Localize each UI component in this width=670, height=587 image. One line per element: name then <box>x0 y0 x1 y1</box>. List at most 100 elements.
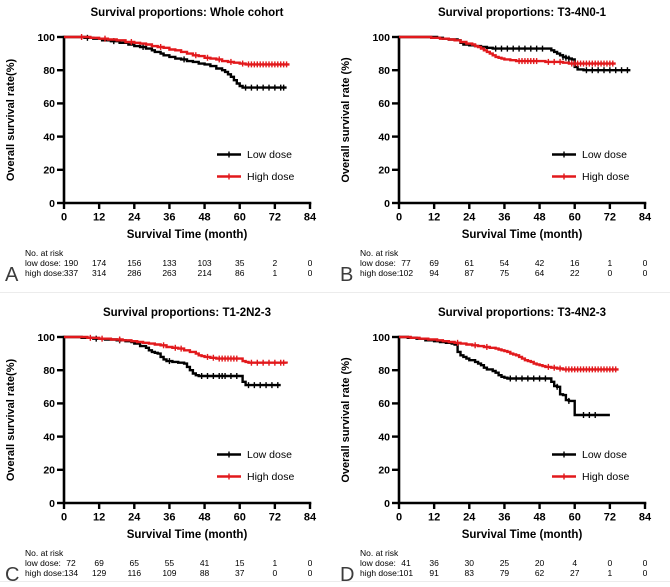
y-tick-label: 80 <box>378 365 390 377</box>
x-tick-label: 72 <box>269 512 281 524</box>
risk-value: 286 <box>127 268 141 278</box>
y-tick-label: 60 <box>378 398 390 410</box>
survival-curve-low-dose <box>399 335 610 417</box>
risk-value: 109 <box>162 568 176 578</box>
risk-value: 15 <box>235 558 245 568</box>
y-tick-label: 100 <box>37 332 55 344</box>
risk-row-label: high dose: <box>25 268 64 278</box>
legend-label: Low dose <box>247 149 292 161</box>
legend-label: Low dose <box>582 149 627 161</box>
x-tick-label: 72 <box>604 212 616 224</box>
risk-value: 101 <box>399 568 413 578</box>
risk-value: 41 <box>401 558 411 568</box>
risk-value: 0 <box>643 258 648 268</box>
x-tick-label: 24 <box>128 512 141 524</box>
risk-value: 55 <box>165 558 175 568</box>
x-tick-label: 60 <box>569 212 581 224</box>
risk-value: 22 <box>570 268 580 278</box>
x-tick-label: 12 <box>428 512 440 524</box>
panel-b: Survival proportions: T3-4N0-1 Overall su… <box>335 0 670 294</box>
x-tick-label: 60 <box>234 512 246 524</box>
survival-curve-high-dose <box>399 335 619 371</box>
y-tick-label: 20 <box>378 165 390 177</box>
risk-value: 75 <box>500 268 510 278</box>
risk-value: 64 <box>535 268 545 278</box>
x-tick-label: 48 <box>198 212 210 224</box>
risk-value: 263 <box>162 268 176 278</box>
legend: Low dose High dose <box>552 449 629 483</box>
risk-value: 0 <box>643 268 648 278</box>
risk-value: 94 <box>429 268 439 278</box>
y-tick-label: 0 <box>384 498 390 510</box>
risk-table-header: No. at risk <box>360 548 399 558</box>
risk-value: 0 <box>272 568 277 578</box>
x-tick-label: 0 <box>396 512 402 524</box>
risk-row-label: high dose: <box>360 568 399 578</box>
risk-value: 37 <box>235 568 245 578</box>
risk-value: 35 <box>235 258 245 268</box>
x-tick-label: 12 <box>428 212 440 224</box>
km-plot-c: Survival proportions: T1-2N2-3 Overall su… <box>5 307 317 586</box>
risk-value: 83 <box>465 568 475 578</box>
survival-curve-high-dose <box>64 35 290 66</box>
legend-label: High dose <box>582 171 629 183</box>
row-separator <box>0 292 670 293</box>
x-tick-label: 84 <box>304 212 317 224</box>
risk-value: 337 <box>64 268 78 278</box>
x-tick-label: 36 <box>498 212 510 224</box>
x-tick-label: 84 <box>639 512 652 524</box>
risk-row-label: low dose: <box>360 258 396 268</box>
chart-title: Survival proportions: Whole cohort <box>91 7 284 19</box>
risk-value: 214 <box>197 268 211 278</box>
y-tick-label: 80 <box>43 65 55 77</box>
legend-label: High dose <box>247 171 294 183</box>
legend: Low dose High dose <box>217 449 294 483</box>
x-tick-label: 24 <box>463 512 476 524</box>
risk-value: 77 <box>401 258 411 268</box>
risk-value: 54 <box>500 258 510 268</box>
y-tick-label: 20 <box>378 465 390 477</box>
risk-value: 0 <box>308 258 313 268</box>
panel-d: Survival proportions: T3-4N2-3 Overall su… <box>335 293 670 587</box>
risk-value: 42 <box>535 258 545 268</box>
x-tick-label: 12 <box>93 512 105 524</box>
risk-value: 133 <box>162 258 176 268</box>
y-tick-label: 0 <box>49 498 55 510</box>
risk-value: 86 <box>235 268 245 278</box>
x-tick-label: 48 <box>533 512 545 524</box>
y-tick-label: 20 <box>43 465 55 477</box>
x-tick-label: 84 <box>639 212 652 224</box>
risk-table-header: No. at risk <box>360 248 399 258</box>
y-tick-label: 60 <box>43 398 55 410</box>
risk-value: 69 <box>94 558 104 568</box>
y-axis-label: Overall survival rate (%) <box>340 57 352 183</box>
bottom-separator <box>0 581 670 582</box>
km-plot-b: Survival proportions: T3-4N0-1 Overall su… <box>340 7 652 286</box>
y-tick-label: 80 <box>43 365 55 377</box>
risk-value: 0 <box>308 568 313 578</box>
x-tick-label: 72 <box>269 212 281 224</box>
y-tick-label: 60 <box>378 98 390 110</box>
x-tick-label: 72 <box>604 512 616 524</box>
risk-value: 0 <box>308 558 313 568</box>
risk-value: 20 <box>535 558 545 568</box>
y-tick-label: 60 <box>43 98 55 110</box>
y-tick-label: 80 <box>378 65 390 77</box>
risk-value: 0 <box>607 558 612 568</box>
risk-value: 61 <box>465 258 475 268</box>
x-axis-label: Survival Time (month) <box>462 529 583 541</box>
x-tick-label: 0 <box>396 212 402 224</box>
chart-title: Survival proportions: T1-2N2-3 <box>103 307 271 319</box>
risk-value: 1 <box>272 268 277 278</box>
risk-value: 129 <box>92 568 106 578</box>
km-plot-a: Survival proportions: Whole cohort Overal… <box>5 7 317 286</box>
x-tick-label: 60 <box>234 212 246 224</box>
panel-letter: C <box>5 564 19 586</box>
risk-value: 0 <box>308 268 313 278</box>
risk-value: 0 <box>607 268 612 278</box>
x-tick-label: 36 <box>498 512 510 524</box>
x-axis-label: Survival Time (month) <box>127 529 248 541</box>
